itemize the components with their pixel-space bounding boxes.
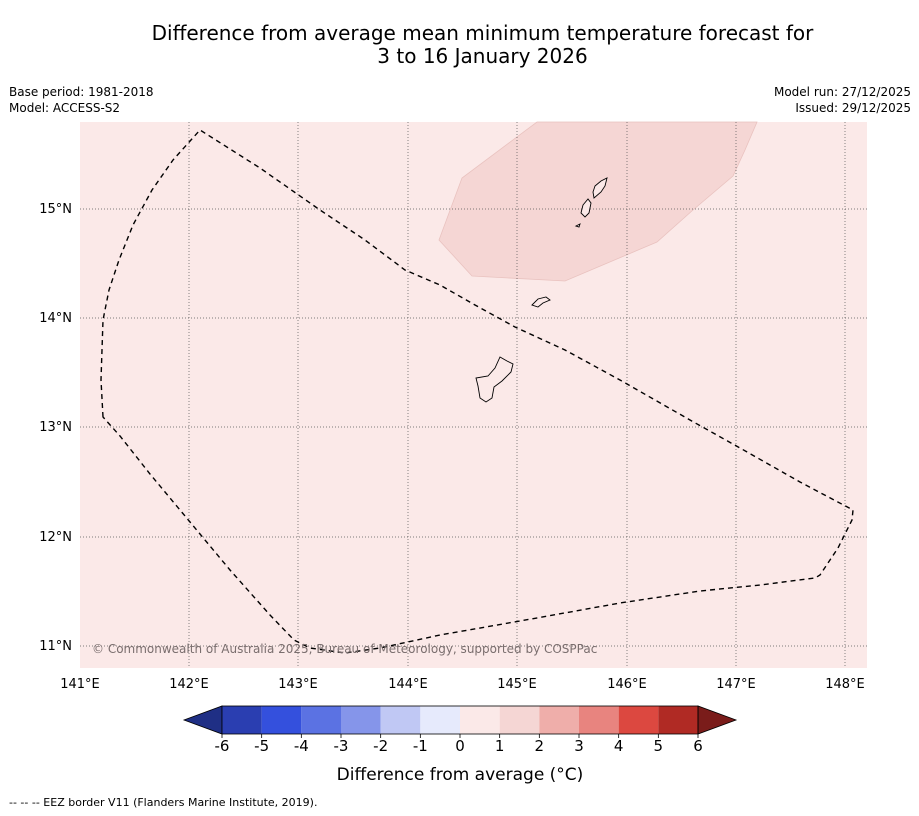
gridlines: [80, 122, 867, 668]
colorbar-tick-label: 0: [455, 737, 465, 755]
colorbar-swatch: [579, 706, 619, 734]
colorbar-over-arrow: [697, 705, 738, 735]
lon-tick: 141°E: [60, 677, 100, 692]
colorbar-tick-label: 3: [574, 737, 584, 755]
colorbar: -6 -5 -4 -3 -2 -1 0 1 2 3 4 5 6: [182, 705, 738, 755]
copyright-notice: © Commonwealth of Australia 2025, Bureau…: [92, 642, 597, 656]
lat-tick: 13°N: [39, 420, 72, 435]
island-saipan: [592, 177, 608, 199]
colorbar-tick-label: -4: [294, 737, 309, 755]
lon-tick: 147°E: [716, 677, 756, 692]
colorbar-swatch: [460, 706, 500, 734]
colorbar-swatch: [222, 706, 262, 734]
lat-tick: 12°N: [39, 530, 72, 545]
lat-tick-labels: 15°N 14°N 13°N 12°N 11°N: [39, 202, 72, 654]
colorbar-tick-label: 6: [693, 737, 703, 755]
colorbar-swatch: [658, 706, 698, 734]
meta-right: Model run: 27/12/2025 Issued: 29/12/2025: [774, 84, 911, 116]
lat-tick: 11°N: [39, 639, 72, 654]
title-line-2: 3 to 16 January 2026: [377, 44, 588, 68]
lon-tick: 148°E: [825, 677, 865, 692]
colorbar-swatch: [539, 706, 579, 734]
model-name: Model: ACCESS-S2: [9, 101, 121, 115]
lon-tick: 144°E: [388, 677, 428, 692]
issued-date: Issued: 29/12/2025: [795, 101, 911, 115]
eez-border: [100, 129, 854, 654]
colorbar-under-arrow: [182, 705, 223, 735]
lon-tick: 146°E: [607, 677, 647, 692]
colorbar-tick-label: -1: [413, 737, 428, 755]
island-rota: [531, 296, 551, 308]
lat-tick: 15°N: [39, 202, 72, 217]
colorbar-tick-label: 5: [654, 737, 664, 755]
lon-tick: 142°E: [169, 677, 209, 692]
colorbar-tick-label: -3: [334, 737, 349, 755]
colorbar-tick-label: -6: [215, 737, 230, 755]
lon-tick: 143°E: [278, 677, 318, 692]
lon-tick: 145°E: [497, 677, 537, 692]
anomaly-patch: [438, 121, 758, 282]
colorbar-swatch: [499, 706, 540, 734]
colorbar-swatch: [420, 706, 460, 734]
island-tinian: [580, 198, 592, 218]
island-guam: [475, 356, 514, 403]
title-line-1: Difference from average mean minimum tem…: [151, 21, 814, 45]
meta-left: Base period: 1981-2018 Model: ACCESS-S2: [9, 84, 154, 116]
island-aguijan: [574, 223, 581, 228]
colorbar-tick-label: -2: [373, 737, 388, 755]
islands: [475, 177, 608, 403]
colorbar-tick-label: 2: [535, 737, 545, 755]
model-run: Model run: 27/12/2025: [773, 85, 911, 99]
lon-tick-labels: 141°E 142°E 143°E 144°E 145°E 146°E 147°…: [60, 677, 865, 692]
colorbar-tick-label: -5: [254, 737, 269, 755]
map-title: Difference from average mean minimum tem…: [0, 22, 919, 68]
colorbar-swatch: [261, 706, 302, 734]
colorbar-swatch: [301, 706, 341, 734]
colorbar-swatch: [380, 706, 421, 734]
colorbar-swatch: [341, 706, 381, 734]
base-period: Base period: 1981-2018: [9, 85, 154, 99]
colorbar-swatch: [618, 706, 659, 734]
lat-tick: 14°N: [39, 311, 72, 326]
colorbar-tick-label: 1: [495, 737, 505, 755]
colorbar-title: Difference from average (°C): [337, 765, 584, 785]
colorbar-tick-label: 4: [614, 737, 624, 755]
map-figure: 141°E 142°E 143°E 144°E 145°E 146°E 147°…: [39, 121, 867, 785]
eez-footnote: -- -- -- EEZ border V11 (Flanders Marine…: [9, 796, 318, 809]
